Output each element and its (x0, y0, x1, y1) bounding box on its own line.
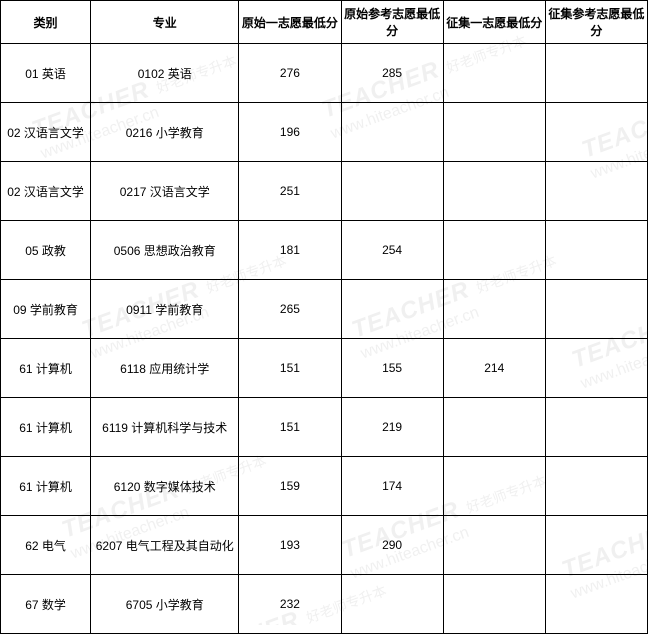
table-row: 62 电气6207 电气工程及其自动化193290 (1, 516, 648, 575)
cell-score-3 (443, 457, 545, 516)
cell-score-2 (341, 280, 443, 339)
cell-score-3 (443, 44, 545, 103)
cell-major: 6120 数字媒体技术 (91, 457, 239, 516)
cell-score-1: 181 (239, 221, 341, 280)
cell-major: 6118 应用统计学 (91, 339, 239, 398)
cell-score-4 (545, 398, 647, 457)
cell-major: 6207 电气工程及其自动化 (91, 516, 239, 575)
cell-score-2: 290 (341, 516, 443, 575)
header-score-1: 原始一志愿最低分 (239, 1, 341, 44)
cell-major: 0506 思想政治教育 (91, 221, 239, 280)
table-row: 61 计算机6118 应用统计学151155214 (1, 339, 648, 398)
table-row: 09 学前教育0911 学前教育265 (1, 280, 648, 339)
cell-score-3 (443, 280, 545, 339)
cell-score-2 (341, 162, 443, 221)
header-score-3: 征集一志愿最低分 (443, 1, 545, 44)
cell-score-3 (443, 398, 545, 457)
cell-category: 01 英语 (1, 44, 91, 103)
score-table: 类别 专业 原始一志愿最低分 原始参考志愿最低分 征集一志愿最低分 征集参考志愿… (0, 0, 648, 634)
cell-score-4 (545, 516, 647, 575)
table-row: 02 汉语言文学0216 小学教育196 (1, 103, 648, 162)
cell-score-1: 151 (239, 398, 341, 457)
cell-category: 62 电气 (1, 516, 91, 575)
cell-category: 02 汉语言文学 (1, 103, 91, 162)
cell-score-2: 285 (341, 44, 443, 103)
cell-category: 61 计算机 (1, 339, 91, 398)
cell-category: 61 计算机 (1, 457, 91, 516)
cell-category: 05 政教 (1, 221, 91, 280)
cell-score-2: 254 (341, 221, 443, 280)
cell-score-1: 265 (239, 280, 341, 339)
cell-category: 61 计算机 (1, 398, 91, 457)
table-row: 02 汉语言文学0217 汉语言文学251 (1, 162, 648, 221)
table-row: 61 计算机6120 数字媒体技术159174 (1, 457, 648, 516)
cell-major: 6119 计算机科学与技术 (91, 398, 239, 457)
cell-score-1: 276 (239, 44, 341, 103)
cell-score-3 (443, 516, 545, 575)
cell-score-1: 151 (239, 339, 341, 398)
cell-score-1: 193 (239, 516, 341, 575)
header-major: 专业 (91, 1, 239, 44)
cell-score-4 (545, 280, 647, 339)
cell-score-4 (545, 44, 647, 103)
cell-major: 0102 英语 (91, 44, 239, 103)
cell-score-3 (443, 221, 545, 280)
cell-score-4 (545, 457, 647, 516)
cell-score-2 (341, 103, 443, 162)
cell-major: 0911 学前教育 (91, 280, 239, 339)
table-row: 61 计算机6119 计算机科学与技术151219 (1, 398, 648, 457)
cell-score-1: 196 (239, 103, 341, 162)
cell-score-4 (545, 162, 647, 221)
cell-major: 0217 汉语言文学 (91, 162, 239, 221)
table-header-row: 类别 专业 原始一志愿最低分 原始参考志愿最低分 征集一志愿最低分 征集参考志愿… (1, 1, 648, 44)
header-category: 类别 (1, 1, 91, 44)
table-row: 05 政教0506 思想政治教育181254 (1, 221, 648, 280)
table-row: 01 英语0102 英语276285 (1, 44, 648, 103)
cell-score-3 (443, 103, 545, 162)
table-body: 01 英语0102 英语27628502 汉语言文学0216 小学教育19602… (1, 44, 648, 634)
cell-major: 0216 小学教育 (91, 103, 239, 162)
cell-score-1: 251 (239, 162, 341, 221)
cell-score-2: 174 (341, 457, 443, 516)
cell-score-3 (443, 162, 545, 221)
cell-score-3: 214 (443, 339, 545, 398)
cell-score-2: 155 (341, 339, 443, 398)
cell-category: 09 学前教育 (1, 280, 91, 339)
cell-score-2: 219 (341, 398, 443, 457)
cell-score-4 (545, 103, 647, 162)
header-score-2: 原始参考志愿最低分 (341, 1, 443, 44)
cell-score-4 (545, 221, 647, 280)
cell-category: 02 汉语言文学 (1, 162, 91, 221)
cell-score-1: 159 (239, 457, 341, 516)
cell-score-4 (545, 339, 647, 398)
header-score-4: 征集参考志愿最低分 (545, 1, 647, 44)
